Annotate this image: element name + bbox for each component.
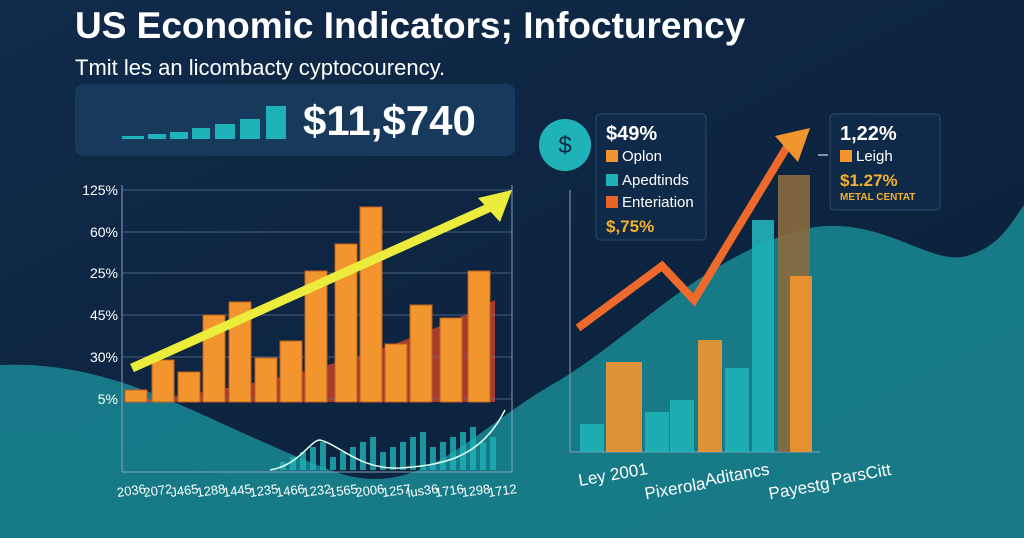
- mini-bars: [122, 106, 286, 139]
- y-label: 25%: [90, 265, 118, 281]
- bar: [467, 270, 491, 403]
- legend-item: Apedtinds: [622, 172, 689, 189]
- y-label: 125%: [82, 182, 118, 198]
- small-bar: [390, 447, 396, 470]
- arrow-head: [478, 190, 512, 222]
- x-label: J465: [169, 481, 199, 500]
- small-bar: [460, 432, 466, 470]
- small-bar: [350, 447, 356, 470]
- y-label: 45%: [90, 307, 118, 323]
- trend-arrow: [130, 200, 497, 373]
- arrow-head: [775, 128, 810, 162]
- headline-value: $11,$740: [303, 97, 476, 144]
- legend-item: Leigh: [856, 148, 893, 165]
- bar: [279, 340, 303, 403]
- bar: [334, 243, 358, 403]
- legend-box: [829, 113, 941, 211]
- legend-caption: METAL CENTAT: [840, 192, 915, 203]
- bar: [304, 270, 328, 403]
- small-bar: [340, 452, 346, 470]
- x-label: 2036: [116, 481, 147, 500]
- small-bar: [420, 432, 426, 470]
- small-bar: [330, 457, 336, 470]
- x-label: 1257: [381, 481, 412, 500]
- x-label: 1288: [196, 481, 227, 500]
- swatch: [840, 150, 852, 162]
- bar: [177, 371, 201, 403]
- bar: [124, 389, 148, 403]
- bar: [725, 368, 749, 452]
- small-bar: [360, 442, 366, 470]
- legend-item: Oplon: [622, 148, 662, 165]
- bar: [409, 304, 433, 403]
- small-bar: [370, 437, 376, 470]
- left-chart: 125%60%25%45%30%5%20362072J4651288144512…: [82, 182, 518, 500]
- small-bar: [490, 437, 496, 470]
- small-bar: [380, 452, 386, 470]
- y-label: 5%: [98, 391, 118, 407]
- legend-value: 1,22%: [840, 123, 897, 145]
- bar: [228, 301, 252, 403]
- legend-item: Enteriation: [622, 194, 694, 211]
- x-label: 2072: [143, 481, 174, 500]
- small-bar: [310, 447, 316, 470]
- small-bar: [290, 457, 296, 470]
- bar: [254, 357, 278, 403]
- bar: [359, 206, 383, 403]
- x-label: lus36: [406, 481, 439, 500]
- sparkline: [269, 409, 506, 471]
- bar: [606, 362, 642, 452]
- legend-box: [595, 113, 707, 241]
- bar: [670, 400, 694, 452]
- small-bar: [400, 442, 406, 470]
- small-bar: [410, 437, 416, 470]
- icon-symbol: $: [558, 132, 571, 159]
- x-label: 1298: [461, 481, 492, 500]
- bar: [790, 276, 812, 452]
- x-label: 1445: [222, 481, 253, 500]
- bar: [698, 340, 722, 452]
- small-bar: [320, 442, 326, 470]
- x-label: 1565: [328, 481, 359, 500]
- icon: [539, 119, 591, 171]
- y-label: 30%: [90, 349, 118, 365]
- small-bar: [450, 437, 456, 470]
- x-label: 1235: [249, 481, 280, 500]
- wave-shadow: [0, 430, 400, 538]
- bar: [151, 359, 175, 403]
- bar: [752, 220, 774, 452]
- swatch: [606, 196, 618, 208]
- small-bar: [430, 447, 436, 470]
- legend-amount: $1.27%: [840, 171, 898, 190]
- y-label: 60%: [90, 224, 118, 240]
- bar: [439, 317, 463, 403]
- bar: [645, 412, 669, 452]
- small-bar: [300, 452, 306, 470]
- x-label: 1232: [302, 481, 333, 500]
- x-label: 1712: [487, 481, 518, 500]
- swatch: [606, 174, 618, 186]
- swatch: [606, 150, 618, 162]
- legend-footer: $,75%: [606, 217, 654, 236]
- small-bar: [440, 442, 446, 470]
- subtitle: Tmit les an licombacty cyptocourency.: [75, 55, 445, 80]
- legend-value: $49%: [606, 123, 657, 145]
- x-label: 1466: [275, 481, 306, 500]
- title: US Economic Indicators; Infocturency: [75, 5, 746, 46]
- x-label: 2006: [355, 481, 386, 500]
- x-label: 1716: [434, 481, 465, 500]
- trend-arrow: [575, 139, 794, 332]
- bar: [580, 424, 604, 452]
- small-bar: [480, 442, 486, 470]
- bar: [384, 343, 408, 403]
